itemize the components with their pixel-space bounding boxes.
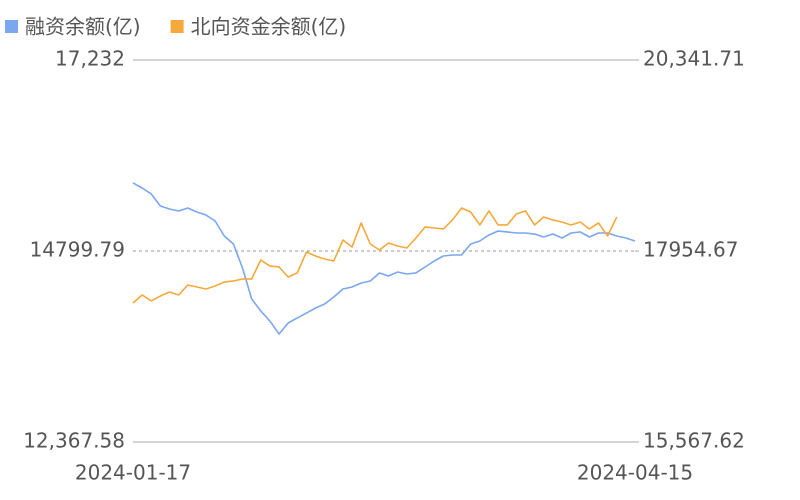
y-tick-label: 14799.79 bbox=[30, 238, 125, 262]
series-line bbox=[132, 182, 636, 335]
legend-label: 北向资金余额(亿) bbox=[191, 15, 347, 39]
y2-tick-label: 17954.67 bbox=[643, 237, 738, 261]
x-tick-label: 2024-01-17 bbox=[75, 461, 191, 485]
y2-tick-label: 15,567.62 bbox=[643, 429, 745, 453]
series-line bbox=[132, 207, 618, 304]
y-tick-label: 17,232 bbox=[55, 47, 125, 71]
x-tick-label: 2024-04-15 bbox=[577, 461, 693, 485]
legend-swatch bbox=[170, 20, 184, 33]
y2-tick-label: 20,341.71 bbox=[643, 47, 745, 71]
y-tick-label: 12,367.58 bbox=[23, 429, 125, 453]
legend-label: 融资余额(亿) bbox=[25, 15, 141, 39]
legend-swatch bbox=[5, 20, 18, 33]
